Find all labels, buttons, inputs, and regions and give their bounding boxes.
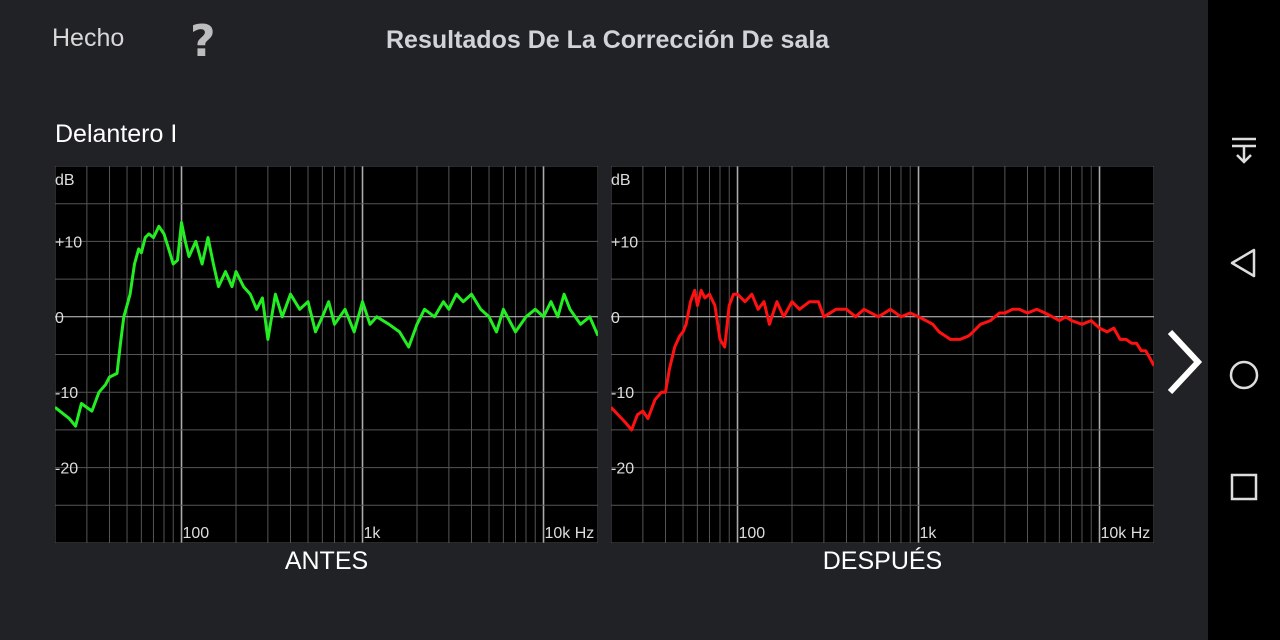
channel-name: Delantero I xyxy=(55,120,178,148)
before-graph-label: ANTES xyxy=(284,547,369,575)
page-title: Resultados De La Corrección De sala xyxy=(386,26,830,54)
after-graph-label: DESPUÉS xyxy=(822,547,943,575)
before-y-tick-label: 0 xyxy=(55,310,64,327)
before-x-tick-label: 100 xyxy=(183,525,210,542)
home-icon[interactable] xyxy=(1224,355,1264,395)
after-x-tick-label: 100 xyxy=(739,525,766,542)
chevron-right-icon[interactable] xyxy=(1160,329,1208,395)
after-y-tick-label: -20 xyxy=(611,461,634,478)
help-icon[interactable]: ? xyxy=(190,16,216,67)
before-y-tick-label: +10 xyxy=(55,234,82,251)
before-x-tick-label: 10k Hz xyxy=(545,525,595,542)
after-graph: dB +10 0 -10 -20 100 1k 10k Hz xyxy=(611,166,1154,543)
before-x-tick-label: 1k xyxy=(364,525,382,542)
back-icon[interactable] xyxy=(1224,243,1264,283)
before-y-unit-label: dB xyxy=(55,172,75,189)
after-y-unit-label: dB xyxy=(611,172,631,189)
after-graph-svg: dB +10 0 -10 -20 100 1k 10k Hz xyxy=(611,166,1154,543)
after-x-tick-label: 1k xyxy=(920,525,938,542)
after-y-tick-label: -10 xyxy=(611,385,634,402)
system-navigation-bar xyxy=(1208,0,1280,640)
recents-icon[interactable] xyxy=(1224,467,1264,507)
after-y-tick-label: +10 xyxy=(611,234,638,251)
before-graph-svg: dB +10 0 -10 -20 100 1k 10k Hz xyxy=(55,166,598,543)
after-y-tick-label: 0 xyxy=(611,310,620,327)
before-y-tick-label: -10 xyxy=(55,385,78,402)
room-correction-results-screen: Hecho ? Resultados De La Corrección De s… xyxy=(52,16,1208,575)
before-y-tick-label: -20 xyxy=(55,461,78,478)
notification-pull-icon[interactable] xyxy=(1224,130,1264,170)
after-response-curve xyxy=(611,288,1154,432)
done-button[interactable]: Hecho xyxy=(52,24,125,52)
after-x-tick-label: 10k Hz xyxy=(1101,525,1151,542)
before-graph: dB +10 0 -10 -20 100 1k 10k Hz xyxy=(55,166,598,543)
before-response-curve xyxy=(55,221,598,428)
